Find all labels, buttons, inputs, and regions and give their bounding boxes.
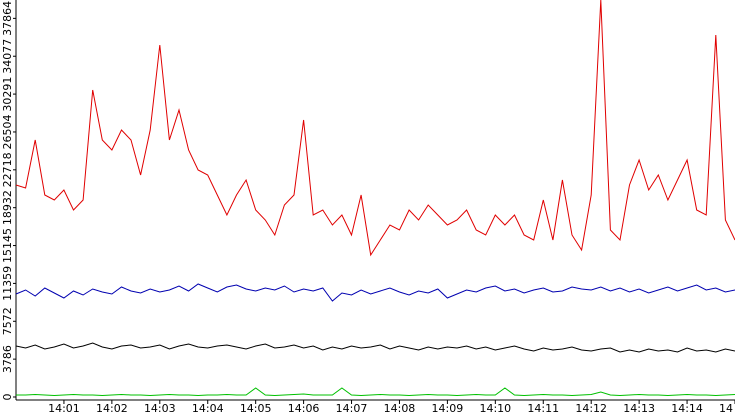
x-tick-label: 14:01 [48,402,80,415]
x-tick-label: 14:05 [240,402,272,415]
y-tick-label: 26504 [1,114,14,149]
x-tick-label: 14:11 [527,402,559,415]
series-line [15,0,735,257]
x-tick-label: 14:06 [288,402,320,415]
y-tick-label: 22718 [1,152,14,187]
y-tick-label: 34077 [1,39,14,74]
series-line [15,283,735,302]
x-tick-label: 14:03 [144,402,176,415]
x-tick-label: 14:09 [432,402,464,415]
x-tick-label: 14:07 [336,402,368,415]
y-tick-label: 7572 [1,307,14,335]
x-tick-label: 14:10 [479,402,511,415]
y-tick-label: 11359 [1,266,14,301]
series-line [16,387,735,397]
x-tick-label: 14:04 [192,402,224,415]
x-tick-label: 14:08 [384,402,416,415]
y-tick-label: 3786 [1,345,14,373]
y-tick-label: 18932 [1,190,14,225]
x-tick-label: 14:12 [575,402,607,415]
x-tick-label: 14:02 [96,402,128,415]
x-tick-label: 14:14 [671,402,703,415]
y-tick-label: 37864 [1,1,14,36]
series-line [15,342,735,353]
x-tick-label: 14 [719,402,733,415]
x-tick-label: 14:13 [623,402,655,415]
y-tick-label: 15145 [1,228,14,263]
y-tick-label: 0 [1,394,14,401]
y-tick-label: 30291 [1,77,14,112]
